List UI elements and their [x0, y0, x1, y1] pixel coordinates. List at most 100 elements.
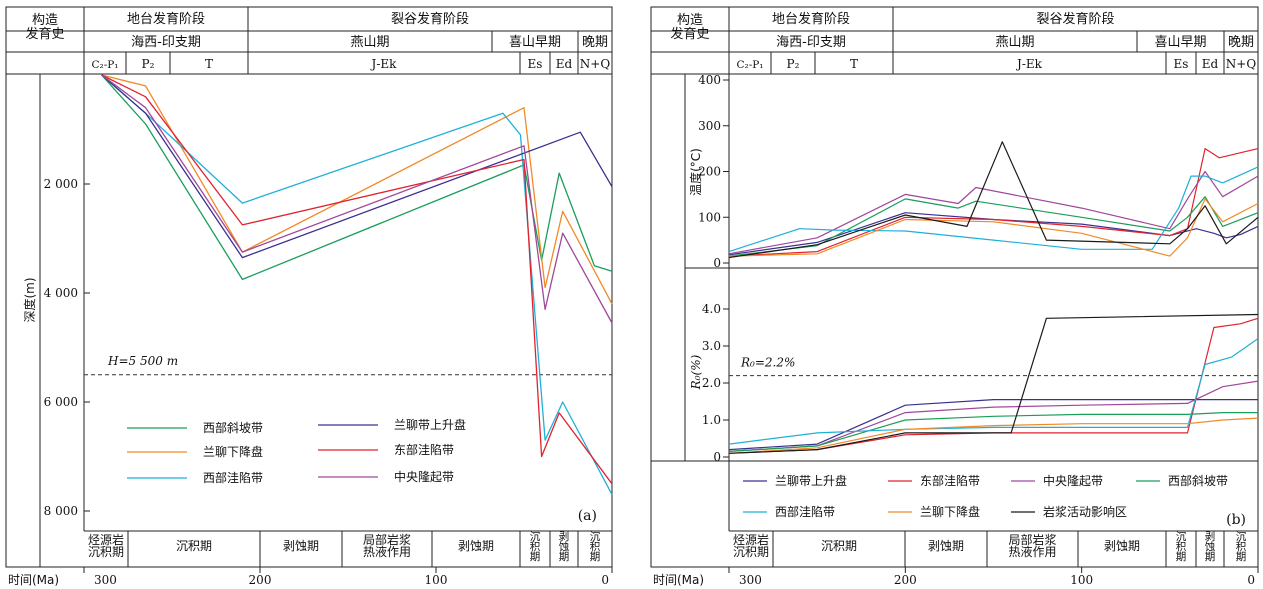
stratum-label: P₂ — [142, 57, 155, 71]
legend-label: 东部洼陷带 — [920, 473, 980, 488]
legend-label: 兰聊下降盘 — [920, 504, 980, 519]
period-yanshan: 燕山期 — [350, 35, 389, 50]
temperature-series-line — [728, 198, 1259, 257]
y-tick-label: 400 — [698, 73, 721, 87]
event-label: 沉积期 — [1236, 530, 1247, 563]
y-tick-label: 0 — [713, 256, 721, 270]
stratum-label: N+Q — [580, 57, 611, 71]
temperature-series-line — [728, 148, 1259, 257]
ro-series-line — [728, 399, 1258, 451]
x-tick-label: 300 — [94, 573, 117, 587]
panel-frame — [5, 6, 613, 568]
y-tick-label: 8 000 — [44, 504, 78, 518]
x-tick-label: 0 — [1247, 573, 1255, 587]
depth-series-line — [101, 74, 613, 324]
reference-label-depth: H=5 500 m — [107, 354, 178, 368]
event-label: 沉积期 — [821, 539, 857, 553]
y-tick-label: 3.0 — [702, 339, 721, 353]
x-tick-label: 100 — [425, 573, 448, 587]
stage-platform: 地台发育阶段 — [127, 11, 205, 27]
panel-tag: (b) — [1226, 512, 1246, 528]
stratum-label: C₂-P₁ — [736, 59, 763, 71]
event-label: 剥蚀期 — [458, 539, 494, 553]
y-tick-label: 1.0 — [702, 413, 721, 427]
stage-rift: 裂谷发育阶段 — [391, 11, 469, 27]
y-tick-label: 0 — [713, 450, 721, 464]
stratum-label: P₂ — [787, 57, 800, 71]
depth-series-line — [101, 74, 613, 485]
ro-series-line — [728, 412, 1258, 452]
x-axis-label: 时间(Ma) — [653, 573, 704, 587]
y-tick-label: 2 000 — [44, 177, 78, 191]
y-tick-label: 4.0 — [702, 302, 721, 316]
event-label: 剥蚀期 — [928, 539, 964, 553]
y-axis-label: 深度(m) — [22, 277, 37, 322]
event-label: 沉积期 — [530, 530, 541, 563]
event-label: 剥蚀期 — [1104, 539, 1140, 553]
y-tick-label: 2.0 — [702, 376, 721, 390]
x-tick-label: 0 — [601, 573, 609, 587]
stratum-label: Ed — [556, 57, 573, 71]
legend-label: 西部洼陷带 — [775, 504, 835, 519]
y-tick-label: 200 — [698, 165, 721, 179]
temperature-series-line — [728, 170, 1259, 255]
temperature-series-line — [728, 141, 1259, 259]
stratum-label: T — [850, 57, 858, 71]
x-tick-label: 300 — [739, 573, 762, 587]
row-label: 构造发育史 — [25, 13, 64, 42]
y-tick-label: 6 000 — [44, 395, 78, 409]
y-axis-label: 温度(°C) — [688, 148, 703, 196]
stratum-label: J-Ek — [1015, 57, 1043, 71]
legend-label: 兰聊带上升盘 — [394, 417, 466, 432]
period-hercynian: 海西-印支期 — [776, 35, 846, 50]
event-label: 烃源岩沉积期 — [88, 532, 124, 559]
row-label: 构造发育史 — [670, 13, 709, 42]
depth-series-line — [101, 74, 613, 259]
stage-platform: 地台发育阶段 — [772, 11, 850, 27]
y-tick-label: 300 — [698, 119, 721, 133]
panel-tag: (a) — [578, 508, 597, 524]
stratum-label: C₂-P₁ — [91, 59, 118, 71]
legend-label: 东部洼陷带 — [394, 442, 454, 457]
x-tick-label: 200 — [894, 573, 917, 587]
event-label: 剥蚀期 — [283, 539, 319, 553]
temperature-series-line — [728, 166, 1259, 253]
reference-label-ro: R₀=2.2% — [740, 356, 795, 370]
event-label: 局部岩浆热液作用 — [363, 532, 411, 559]
depth-series-line — [101, 74, 613, 281]
period-early-himalayan: 喜山早期 — [1154, 35, 1206, 50]
stratum-label: N+Q — [1226, 57, 1257, 71]
period-late: 晚期 — [1228, 35, 1254, 50]
event-label: 沉积期 — [176, 539, 212, 553]
legend-label: 西部斜坡带 — [203, 420, 263, 435]
event-label: 沉积期 — [1176, 530, 1187, 563]
stage-rift: 裂谷发育阶段 — [1036, 11, 1114, 27]
stratum-label: J-Ek — [370, 57, 398, 71]
legend-label: 中央隆起带 — [394, 469, 454, 484]
legend-label: 中央隆起带 — [1043, 473, 1103, 488]
legend-label: 西部斜坡带 — [1168, 473, 1228, 488]
legend-label: 西部洼陷带 — [203, 470, 263, 485]
ro-series-line — [728, 380, 1259, 452]
y-tick-label: 100 — [698, 210, 721, 224]
y-tick-label: 4 000 — [44, 286, 78, 300]
period-early-himalayan: 喜山早期 — [509, 35, 561, 50]
stratum-label: Es — [1174, 57, 1189, 71]
stratum-label: T — [205, 57, 213, 71]
ro-series-line — [728, 317, 1259, 454]
y-axis-label: R₀(%) — [689, 354, 703, 390]
stratum-label: Es — [528, 57, 543, 71]
period-yanshan: 燕山期 — [995, 35, 1034, 50]
legend-label: 兰聊带上升盘 — [775, 473, 847, 488]
legend-label: 兰聊下降盘 — [203, 444, 263, 459]
event-label: 局部岩浆热液作用 — [1008, 532, 1056, 559]
event-label: 沉积期 — [590, 530, 601, 563]
ro-series-line — [728, 417, 1259, 454]
x-tick-label: 200 — [249, 573, 272, 587]
ro-series-line — [728, 313, 1259, 454]
x-tick-label: 100 — [1070, 573, 1093, 587]
event-label: 烃源岩沉积期 — [733, 532, 769, 559]
event-label: 剥蚀期 — [559, 531, 570, 563]
legend-label: 岩浆活动影响区 — [1043, 504, 1127, 519]
